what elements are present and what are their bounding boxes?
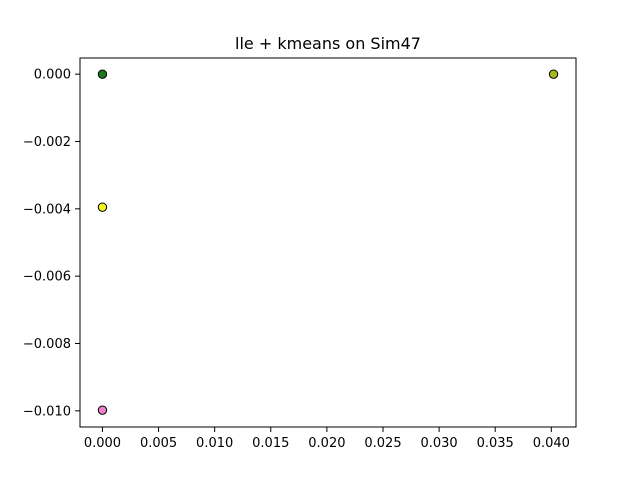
x-tick-label: 0.010 [196, 436, 233, 451]
chart-title: lle + kmeans on Sim47 [235, 34, 421, 53]
y-tick-label: 0.000 [34, 68, 71, 83]
y-tick-label: −0.002 [23, 135, 71, 150]
y-tick-label: −0.006 [23, 270, 71, 285]
x-tick-label: 0.015 [252, 436, 289, 451]
x-axis: 0.000 0.005 0.010 0.015 0.020 0.025 0.030 0.035… [84, 427, 570, 451]
plot-area [79, 57, 577, 428]
x-tick-label: 0.005 [140, 436, 177, 451]
data-points [97, 69, 559, 415]
y-tick-label: −0.008 [23, 337, 71, 352]
data-point [97, 202, 108, 212]
y-tick-label: −0.004 [23, 202, 71, 217]
data-point [97, 69, 108, 79]
x-tick-label: 0.035 [477, 436, 514, 451]
x-tick-label: 0.030 [420, 436, 457, 451]
data-point [97, 405, 108, 415]
y-tick-label: −0.010 [23, 404, 71, 419]
x-tick-label: 0.020 [308, 436, 345, 451]
y-axis: 0.000 −0.002 −0.004 −0.006 −0.008 −0.010 [23, 68, 80, 419]
x-tick-label: 0.000 [84, 436, 121, 451]
x-tick-label: 0.040 [533, 436, 570, 451]
x-tick-label: 0.025 [364, 436, 401, 451]
data-point [548, 69, 559, 79]
